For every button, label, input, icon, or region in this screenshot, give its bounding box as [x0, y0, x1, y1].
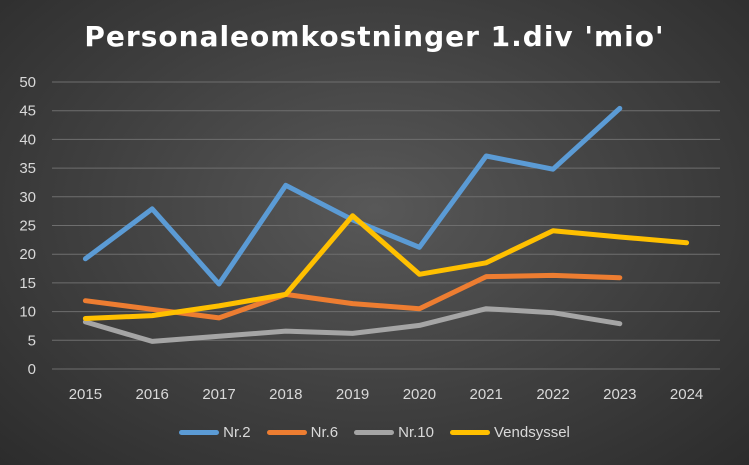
legend-label: Nr.10 [398, 424, 434, 441]
x-tick-label: 2017 [202, 386, 235, 403]
legend-label: Nr.6 [310, 424, 339, 441]
y-tick-label: 50 [19, 74, 36, 91]
y-tick-label: 5 [28, 332, 36, 349]
y-axis-ticks: 0 5 10 15 20 25 30 35 40 45 50 [19, 74, 36, 378]
x-tick-label: 2022 [536, 386, 569, 403]
legend-item: Nr.6 [266, 424, 339, 441]
legend-label: Nr.2 [223, 424, 251, 441]
y-tick-label: 30 [19, 189, 36, 206]
chart-title: Personaleomkostninger 1.div 'mio' [84, 20, 665, 53]
x-tick-label: 2015 [69, 386, 102, 403]
y-tick-label: 40 [19, 131, 36, 148]
series-line-vendsyssel [82, 213, 690, 321]
legend-swatch [354, 430, 395, 435]
x-tick-label: 2019 [336, 386, 369, 403]
y-tick-label: 35 [19, 160, 36, 177]
x-tick-label: 2023 [603, 386, 636, 403]
y-tick-label: 20 [19, 246, 36, 263]
series-lines [82, 105, 690, 344]
y-tick-label: 45 [19, 103, 36, 120]
legend-swatch [450, 430, 490, 435]
series-line-nr-10 [82, 306, 623, 344]
x-tick-label: 2016 [136, 386, 169, 403]
legend-label: Vendsyssel [494, 424, 570, 441]
legend-item: Vendsyssel [450, 424, 570, 441]
x-tick-label: 2020 [403, 386, 436, 403]
y-tick-label: 10 [19, 304, 36, 321]
y-tick-label: 15 [19, 275, 36, 292]
legend-item: Nr.10 [354, 424, 434, 441]
legend-swatch [266, 430, 307, 435]
x-axis-ticks: 2015 2016 2017 2018 2019 2020 2021 2022 2023 2024 [69, 386, 704, 403]
legend-swatch [179, 430, 220, 435]
x-tick-label: 2024 [670, 386, 703, 403]
series-line-nr-2 [82, 105, 623, 287]
x-tick-label: 2018 [269, 386, 302, 403]
y-tick-label: 0 [28, 361, 36, 378]
x-tick-label: 2021 [470, 386, 503, 403]
y-tick-label: 25 [19, 218, 36, 235]
legend: Nr.2 Nr.6 Nr.10 Vendsyssel [0, 424, 749, 441]
legend-item: Nr.2 [179, 424, 251, 441]
